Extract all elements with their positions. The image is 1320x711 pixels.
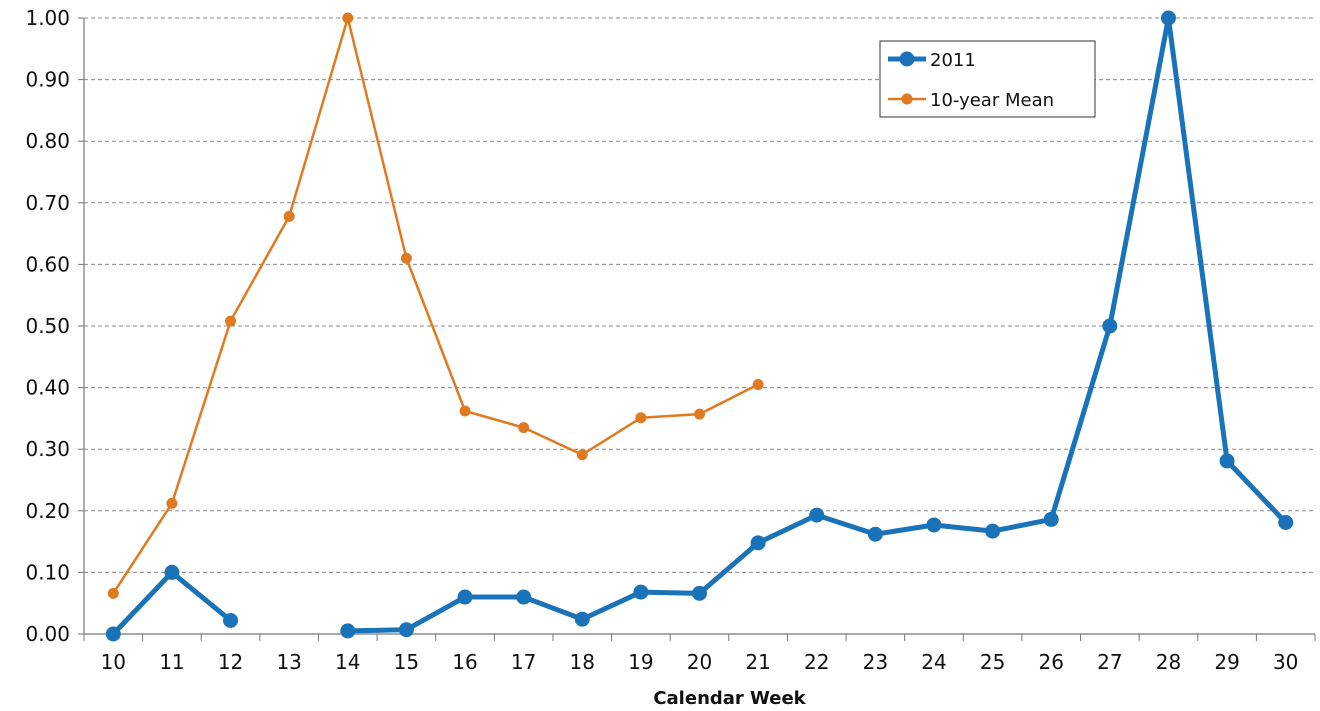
y-tick-label: 0.90 [25, 68, 70, 92]
y-tick-label: 0.40 [25, 376, 70, 400]
x-tick-label: 12 [218, 650, 243, 674]
data-point [518, 422, 530, 434]
legend-swatch-marker [901, 93, 913, 105]
gridlines [84, 17, 1315, 573]
x-tick-label: 14 [335, 650, 360, 674]
x-tick-label: 16 [452, 650, 477, 674]
legend-box [879, 40, 1096, 118]
legend-item: 2011 [888, 50, 976, 71]
data-point [633, 584, 649, 600]
data-point [459, 405, 471, 417]
y-tick-label: 0.20 [25, 499, 70, 523]
data-point [164, 564, 180, 580]
data-point [340, 623, 356, 639]
series-line [111, 569, 233, 636]
y-tick-label: 0.50 [25, 314, 70, 338]
data-point [750, 535, 766, 551]
data-point [692, 585, 707, 601]
data-point [576, 449, 588, 461]
data-point [105, 626, 121, 642]
series [105, 10, 1294, 642]
x-tick-label: 15 [394, 650, 419, 674]
data-point [1219, 453, 1235, 469]
x-tick-label: 26 [1038, 650, 1063, 674]
data-point [223, 612, 239, 628]
series-2 [107, 12, 764, 599]
data-point [400, 252, 412, 264]
y-tick-label: 0.80 [25, 129, 70, 153]
x-tick-label: 28 [1156, 650, 1181, 674]
x-tick-label: 17 [511, 650, 536, 674]
data-point [1278, 515, 1294, 531]
data-point [283, 210, 295, 222]
data-point [867, 526, 883, 542]
data-point [635, 412, 647, 424]
data-point [752, 379, 764, 391]
data-point [694, 408, 705, 420]
data-point [457, 589, 473, 605]
data-point [166, 497, 178, 509]
data-point [398, 622, 414, 638]
legend-label: 2011 [930, 50, 976, 71]
x-tick-label: 11 [159, 650, 184, 674]
x-tick-label: 25 [980, 650, 1005, 674]
x-tick-label: 18 [570, 650, 595, 674]
legend-label: 10-year Mean [930, 90, 1054, 111]
data-point [225, 315, 237, 327]
x-tick-label: 10 [101, 650, 126, 674]
data-point [926, 517, 942, 533]
x-axis-title: Calendar Week [653, 688, 806, 709]
data-point [342, 12, 354, 24]
y-tick-label: 0.00 [25, 622, 70, 646]
legend-swatch-marker [899, 51, 915, 67]
y-tick-label: 0.30 [25, 437, 70, 461]
y-tick-label: 0.10 [25, 560, 70, 584]
data-point [1102, 318, 1118, 334]
x-tick-label: 20 [687, 650, 712, 674]
x-tick-label: 22 [804, 650, 829, 674]
y-tick-label: 0.60 [25, 252, 70, 276]
axes: 0.00 0.10 0.20 0.30 0.40 0.50 0.60 0.70 0.80 0.90… [25, 6, 1316, 674]
x-tick-label: 23 [863, 650, 888, 674]
y-tick-label: 1.00 [25, 6, 70, 30]
x-tick-label: 19 [628, 650, 653, 674]
series-line [112, 16, 759, 595]
data-point [809, 507, 825, 523]
data-point [1043, 511, 1059, 527]
series-1 [105, 10, 1294, 642]
data-point [985, 523, 1001, 539]
x-tick-label: 29 [1214, 650, 1239, 674]
x-tick-label: 27 [1097, 650, 1122, 674]
data-point [574, 611, 590, 627]
data-point [107, 587, 119, 599]
x-tick-label: 13 [276, 650, 301, 674]
y-tick-label: 0.70 [25, 191, 70, 215]
data-point [516, 589, 532, 605]
x-tick-label: 30 [1273, 650, 1298, 674]
series-line [347, 15, 1288, 634]
legend-item: 10-year Mean [888, 90, 1054, 111]
x-tick-label: 24 [921, 650, 946, 674]
x-tick-label: 21 [745, 650, 770, 674]
data-point [1160, 10, 1176, 26]
legend: 2011 10-year Mean [879, 40, 1096, 118]
